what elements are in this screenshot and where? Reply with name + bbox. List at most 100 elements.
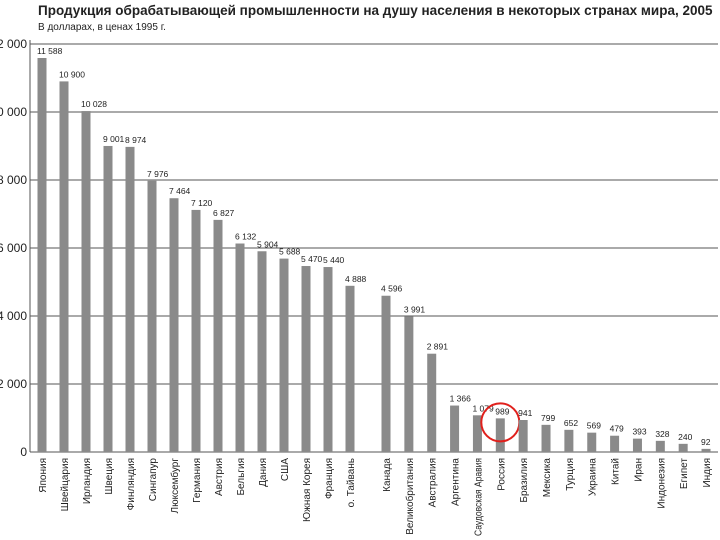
value-label: 989 [495,406,509,416]
value-label: 393 [632,427,646,437]
value-label: 479 [610,424,624,434]
bar [632,438,642,452]
x-tick-label: Германия [192,458,203,503]
value-label: 941 [518,408,532,418]
value-label: 10 900 [59,69,85,79]
bar [655,440,665,452]
x-tick-label: Сингапур [148,458,159,502]
x-tick-label: Индия [702,458,713,488]
x-tick-label: Египет [679,458,690,490]
bar [103,145,113,452]
bar [279,258,289,452]
x-tick-label: Аргентина [451,458,462,506]
chart-title: Продукция обрабатывающей промышленности … [38,3,713,18]
bar [472,415,482,452]
x-tick-label: Швеция [104,458,115,495]
bar [37,58,47,453]
y-tick-label: 6 000 [0,241,27,255]
value-label: 240 [678,432,692,442]
bar [169,198,179,452]
y-tick-label: 8 000 [0,173,27,187]
x-tick-label: Канада [382,458,393,492]
bar [450,405,460,452]
value-label: 5 470 [301,254,323,264]
bar [427,353,437,452]
bar [541,424,551,452]
chart-subtitle: В долларах, в ценах 1995 г. [38,22,166,33]
x-tick-label: Финляндия [126,458,137,510]
x-tick-label: Япония [38,458,49,493]
value-label: 9 001 [103,134,125,144]
bar [323,267,333,452]
x-tick-label: Турция [565,458,576,491]
bar [564,429,574,452]
x-tick-label: Китай [611,458,622,485]
bar [345,285,355,452]
bar [125,146,135,452]
value-label: 3 991 [404,304,426,314]
x-tick-label: Мексика [542,458,553,498]
bar [610,435,620,452]
value-label: 7 976 [147,169,169,179]
x-tick-label: Австралия [428,458,439,507]
y-tick-label: 12 000 [0,37,27,51]
x-tick-label: Люксембург [169,458,181,514]
x-tick-label: Австрия [214,458,225,496]
value-label: 328 [655,429,669,439]
y-tick-label: 0 [20,445,27,459]
x-tick-label: Украина [588,458,599,497]
value-label: 11 588 [37,46,63,56]
value-label: 4 596 [381,284,403,294]
value-label: 1 366 [450,394,472,404]
x-tick-label: США [280,458,291,481]
value-label: 8 974 [125,135,147,145]
bar [191,209,201,452]
x-tick-label: Саудовская Аравия [473,458,484,536]
value-label: 5 688 [279,247,301,257]
bar [213,219,223,452]
y-tick-label: 10 000 [0,105,27,119]
value-label: 799 [541,413,555,423]
y-tick-label: 4 000 [0,309,27,323]
bar [495,418,505,452]
x-tick-label: Россия [496,458,507,491]
bar [518,420,528,452]
x-tick-label: Швейцария [60,458,71,511]
value-label: 5 440 [323,255,345,265]
value-label: 7 120 [191,198,213,208]
x-tick-label: Франция [324,458,335,499]
x-tick-label: Иран [633,458,644,482]
bar [701,448,711,452]
value-label: 5 904 [257,239,279,249]
bar [257,251,267,452]
value-label: 10 028 [81,99,107,109]
bar [301,266,311,452]
bar [381,295,391,452]
value-label: 92 [701,437,711,447]
x-tick-label: Индонезия [656,458,667,509]
bar [404,316,414,452]
bar [678,443,688,452]
value-label: 652 [564,418,578,428]
value-label: 2 891 [427,342,449,352]
bar [235,243,245,452]
bar [81,111,91,452]
x-tick-label: Южная Корея [302,458,313,522]
x-tick-label: Ирландия [82,458,93,504]
x-tick-label: Бельгия [236,458,247,496]
x-tick-label: Великобритания [404,458,416,535]
x-tick-label: Бразилия [519,458,530,503]
bar [59,81,69,453]
x-tick-label: о. Тайвань [346,458,357,507]
x-tick-label: Дания [258,458,269,487]
bar [147,180,157,453]
value-label: 569 [587,421,601,431]
value-label: 6 827 [213,208,235,218]
value-label: 6 132 [235,232,257,242]
y-tick-label: 2 000 [0,377,27,391]
bar [587,432,597,452]
value-label: 4 888 [345,274,367,284]
value-label: 1 079 [472,403,494,413]
